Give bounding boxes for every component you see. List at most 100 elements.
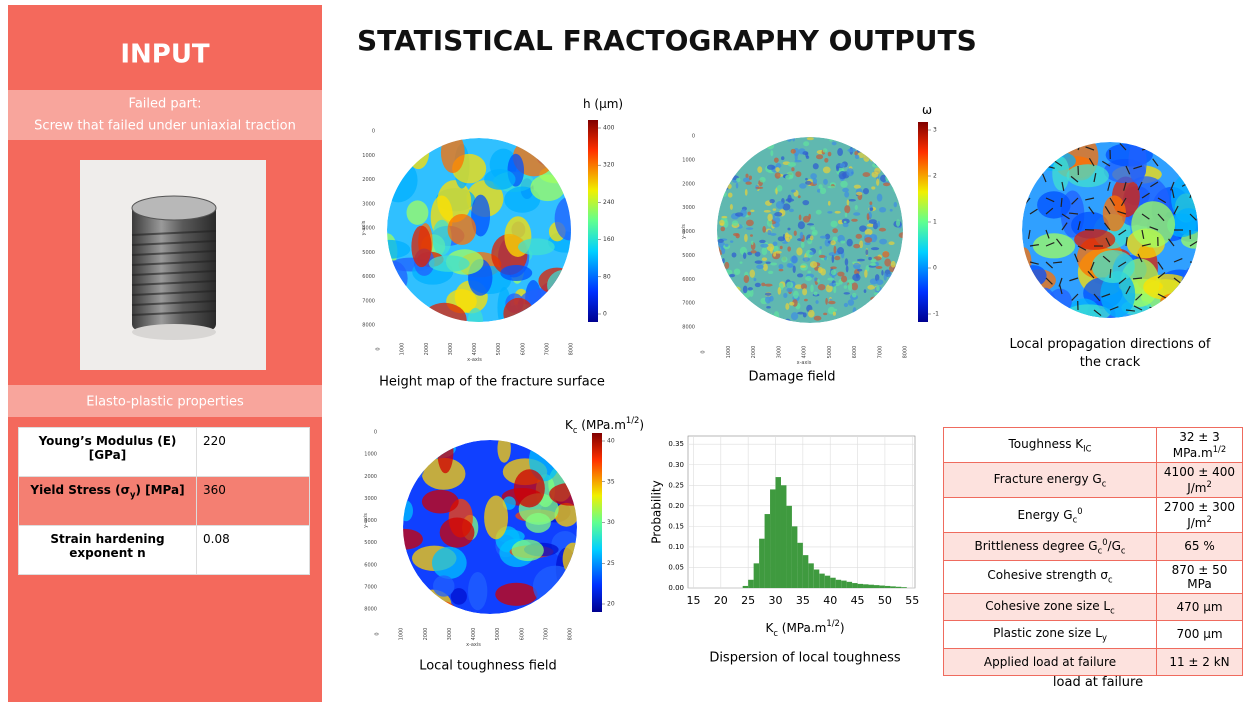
cell: Yield Stress (σy) [MPa]: [19, 477, 197, 526]
heatmap-patch: [768, 271, 773, 274]
heatmap-patch: [880, 136, 883, 143]
x-tick-label: 7000: [544, 343, 550, 356]
heatmap-patch: [732, 252, 737, 257]
heatmap-patch: [765, 142, 772, 145]
heatmap-patch: [823, 313, 827, 316]
caption: Local propagation directions ofthe crack: [1010, 337, 1211, 370]
heatmap-patch: [512, 539, 544, 561]
heatmap-patch: [820, 246, 822, 249]
histogram-bar: [819, 574, 824, 588]
x-tick-label: 2000: [751, 346, 757, 359]
heatmap-patch: [764, 210, 771, 213]
heatmap-patch: [891, 261, 896, 268]
x-tick-label: 4000: [802, 346, 808, 359]
heatmap-patch: [848, 199, 856, 201]
text-part: 1/2: [1213, 444, 1226, 454]
direction-arrow: [1023, 176, 1030, 182]
heatmap-patch: [773, 208, 777, 210]
heatmap-patch: [818, 267, 823, 273]
y-tick-label: 0.05: [668, 563, 684, 571]
y-tick-label: 7000: [362, 298, 375, 304]
heatmap-patch: [884, 136, 892, 140]
y-tick-label: 8000: [682, 325, 695, 331]
y-tick-label: 0.20: [668, 502, 684, 510]
heatmap-patch: [895, 313, 900, 320]
histogram-bar: [836, 580, 841, 588]
heatmap-patch: [864, 318, 870, 324]
heatmap-patch: [823, 179, 828, 185]
heatmap-patch: [787, 137, 792, 142]
heatmap-patch: [800, 265, 806, 268]
heatmap-patch: [749, 175, 752, 179]
heatmap-patch: [422, 490, 459, 514]
heatmap-patch: [814, 277, 817, 281]
heatmap-patch: [781, 256, 787, 262]
heatmap-patch: [883, 294, 890, 298]
histogram-bar: [885, 586, 890, 588]
heatmap-patch: [892, 172, 899, 180]
y-tick-label: 7000: [364, 584, 377, 590]
direction-arrow: [1151, 144, 1158, 150]
outputs-title: STATISTICAL FRACTOGRAPHY OUTPUTS: [357, 24, 977, 57]
heatmap-patch: [769, 199, 775, 203]
heatmap-patch: [743, 286, 748, 294]
heatmap-patch: [859, 141, 862, 144]
heatmap-patch: [856, 234, 862, 239]
cell: 0.08: [197, 526, 310, 575]
heatmap-patch: [831, 270, 837, 276]
heatmap-patch: [841, 275, 847, 282]
direction-arrow: [1174, 310, 1181, 316]
colorbar-tick-label: 1: [933, 219, 937, 226]
y-tick-label: 3000: [362, 201, 375, 207]
heatmap-patch: [848, 283, 852, 291]
heatmap-patch: [722, 168, 728, 175]
cell: Cohesive zone size Lc: [944, 593, 1157, 621]
x-tick-label: 20: [714, 594, 728, 607]
heatmap-patch: [876, 279, 883, 285]
cell: Brittleness degree Gc0/Gc: [944, 533, 1157, 561]
x-tick-label: 3000: [447, 628, 453, 641]
histogram-bar: [863, 584, 868, 588]
heatmap-patch: [882, 310, 887, 316]
row: Fracture energy Gc4100 ± 400 J/m2: [944, 463, 1243, 498]
text-part: Plastic zone size L: [993, 626, 1102, 640]
heatmap-patch: [775, 167, 779, 172]
x-tick-label: 0: [375, 632, 381, 635]
text-part: 11 ± 2 kN: [1169, 655, 1229, 669]
heatmap: [714, 133, 907, 325]
x-tick-label: 0: [701, 350, 707, 353]
row: Yield Stress (σy) [MPa]360: [19, 477, 310, 526]
heatmap-patch: [718, 145, 723, 152]
histogram-bar: [830, 578, 835, 588]
heatmap-patch: [717, 239, 724, 243]
heatmap-patch: [715, 189, 720, 192]
heatmap-patch: [893, 174, 899, 176]
direction-arrow: [1030, 148, 1039, 150]
heatmap-patch: [727, 184, 732, 189]
heatmap-patch: [819, 250, 822, 255]
heatmap-patch: [731, 144, 735, 148]
heatmap-patch: [766, 261, 771, 263]
heatmap-patch: [787, 195, 791, 203]
direction-arrow: [1149, 307, 1158, 310]
heatmap-patch: [845, 258, 849, 266]
x-tick-label: 6000: [520, 343, 526, 356]
heatmap-patch: [873, 301, 876, 305]
cell: Toughness KIC: [944, 428, 1157, 463]
heatmap-patch: [376, 260, 408, 296]
heatmap-patch: [748, 287, 753, 290]
heatmap-patch: [1174, 208, 1203, 235]
direction-arrow: [1026, 270, 1030, 278]
heatmap-patch: [432, 547, 467, 579]
caption: Damage field: [748, 370, 835, 385]
text-part: ): [639, 418, 644, 432]
heatmap-patch: [898, 197, 901, 202]
text-part: 700 µm: [1176, 627, 1222, 641]
heatmap-patch: [778, 236, 785, 241]
x-axis-label: x-axis: [797, 360, 812, 366]
heatmap-patch: [717, 319, 721, 325]
heatmap-patch: [782, 241, 788, 243]
heatmap-patch: [737, 148, 745, 155]
heatmap-patch: [787, 228, 790, 231]
heatmap-patch: [857, 136, 865, 139]
